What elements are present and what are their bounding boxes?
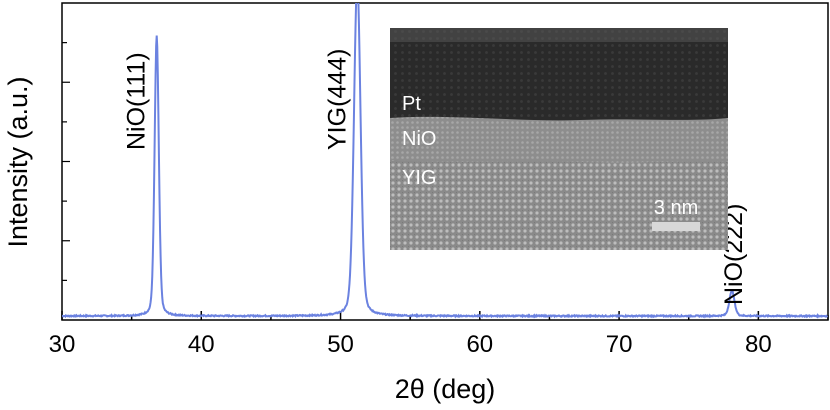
x-tick-label: 80	[745, 331, 772, 358]
inset-nio-region	[390, 116, 728, 163]
scale-bar	[652, 222, 700, 231]
x-tick-label: 60	[466, 331, 493, 358]
tem-inset: Pt NiO YIG 3 nm	[390, 28, 728, 250]
x-axis: 30 40 50 60 70 80	[49, 311, 829, 358]
x-tick-label: 50	[327, 331, 354, 358]
peak-labels: NiO(111) YIG(444)NiO(222)	[123, 49, 748, 305]
peak-label-nio111: NiO(111)	[123, 52, 151, 150]
x-tick-label: 40	[188, 331, 215, 358]
x-axis-title: 2θ (deg)	[395, 374, 496, 404]
inset-label-yig: YIG	[402, 167, 436, 189]
inset-top-haze	[390, 28, 728, 42]
x-tick-label: 70	[606, 331, 633, 358]
y-axis-title: Intensity (a.u.)	[3, 76, 33, 247]
scale-bar-label: 3 nm	[654, 197, 698, 219]
inset-pt-region	[390, 28, 728, 121]
inset-label-nio: NiO	[402, 128, 436, 150]
xrd-pattern-line	[62, 3, 828, 319]
inset-label-pt: Pt	[402, 93, 421, 115]
y-axis	[62, 42, 70, 281]
peak-label-yig444: YIG(444)	[323, 49, 351, 150]
x-tick-label: 30	[49, 331, 76, 358]
